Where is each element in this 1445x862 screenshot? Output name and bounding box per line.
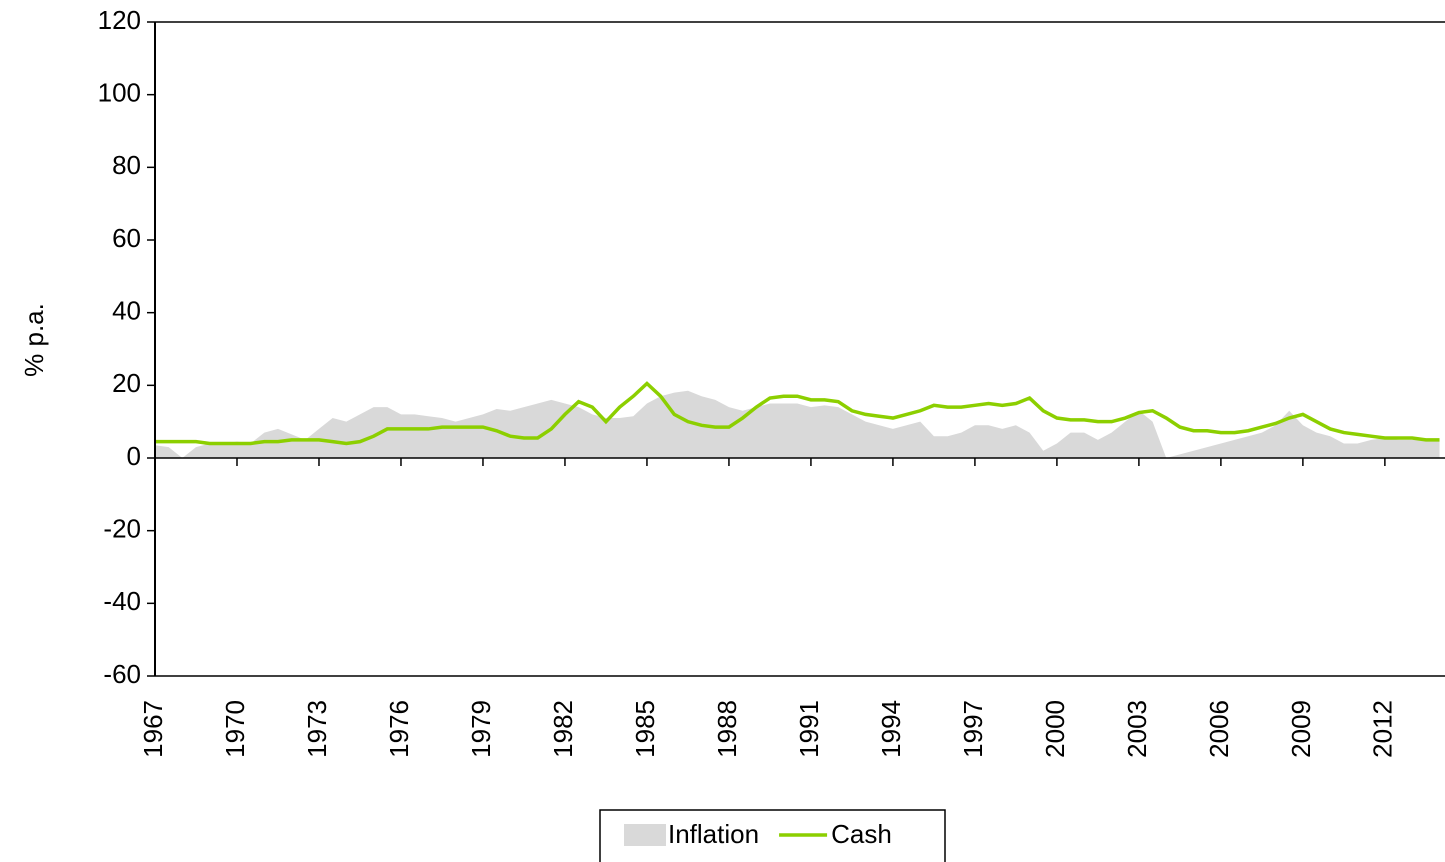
x-tick-label: 1967 [138, 700, 168, 758]
x-tick-label: 2006 [1204, 700, 1234, 758]
legend-label: Cash [831, 819, 892, 849]
y-tick-label: 60 [112, 223, 141, 253]
x-tick-label: 1985 [630, 700, 660, 758]
line [155, 381, 1440, 446]
y-tick-label: 40 [112, 296, 141, 326]
y-tick-label: -40 [103, 586, 141, 616]
legend-label: Inflation [668, 819, 759, 849]
y-tick-label: -20 [103, 514, 141, 544]
y-tick-label: 20 [112, 368, 141, 398]
y-tick-label: 80 [112, 150, 141, 180]
x-tick-label: 1982 [548, 700, 578, 758]
y-tick-label: -60 [103, 659, 141, 689]
x-tick-label: 2000 [1040, 700, 1070, 758]
x-tick-label: 2003 [1122, 700, 1152, 758]
x-tick-label: 1997 [958, 700, 988, 758]
x-tick-label: 1994 [876, 700, 906, 758]
x-tick-label: 1976 [384, 700, 414, 758]
x-tick-label: 2009 [1286, 700, 1316, 758]
x-tick-label: 2012 [1368, 700, 1398, 758]
x-tick-label: 1970 [220, 700, 250, 758]
y-tick-label: 120 [98, 5, 141, 35]
x-tick-label: 1979 [466, 700, 496, 758]
x-tick-label: 1973 [302, 700, 332, 758]
y-tick-label: 100 [98, 78, 141, 108]
y-tick-label: 0 [127, 441, 141, 471]
area [155, 390, 1440, 458]
legend: Inflation Cash [599, 809, 946, 862]
y-axis-label: % p.a. [19, 303, 49, 377]
x-tick-label: 1988 [712, 700, 742, 758]
legend-swatch [624, 824, 666, 846]
x-tick-label: 1991 [794, 700, 824, 758]
